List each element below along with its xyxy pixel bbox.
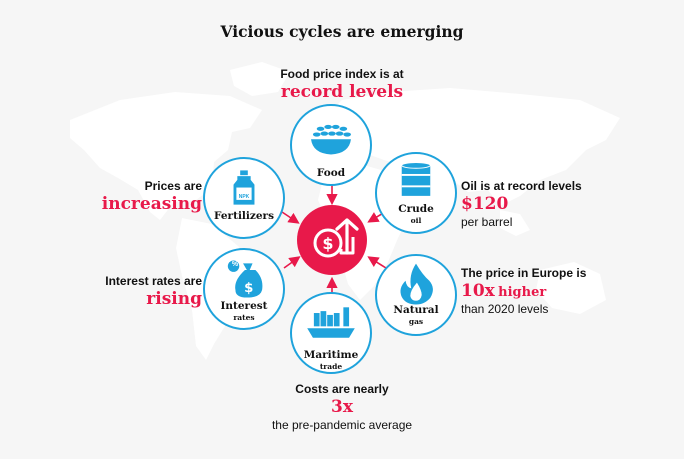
fertilizer-bottle-icon (233, 170, 255, 205)
callout-gas-sub: than 2020 levels (461, 302, 549, 316)
node-interest-name: Interest (220, 300, 268, 312)
page-title: Vicious cycles are emerging (220, 22, 464, 41)
node-interest-sub: rates (233, 313, 255, 322)
callout-oil: Oil is at record levels $120 per barrel (461, 179, 661, 230)
node-gas-sub: gas (408, 317, 424, 326)
node-crude-name: Crude (398, 203, 434, 215)
callout-gas-label: The price in Europe is (461, 266, 587, 280)
arrow-gas (367, 256, 387, 269)
callout-gas-highlight: 10x (461, 281, 495, 301)
node-trade-sub: trade (319, 362, 343, 371)
svg-text:$: $ (244, 281, 253, 296)
node-gas-name: Natural (393, 304, 439, 316)
callout-oil-sub: per barrel (461, 215, 513, 229)
node-food-name: Food (316, 167, 346, 179)
dollar-up-arrow-icon: $ (313, 218, 359, 258)
callout-interest-highlight: rising (146, 289, 202, 309)
callout-gas-highlight-small: higher (498, 285, 547, 300)
callout-oil-highlight: $120 (461, 194, 509, 214)
callout-prices-label: Prices are (144, 179, 202, 193)
callout-trade-label: Costs are nearly (295, 382, 389, 396)
callout-food-highlight: record levels (280, 82, 404, 102)
node-trade: Maritime trade (290, 292, 372, 374)
oil-barrel-icon (401, 162, 431, 196)
callout-food-label: Food price index is at (280, 67, 404, 81)
node-gas: Natural gas (375, 254, 457, 336)
callout-prices-highlight: increasing (101, 194, 202, 214)
center-cycle: $ (297, 205, 367, 275)
callout-trade: Costs are nearly 3x the pre-pandemic ave… (192, 382, 492, 433)
node-food: Food (290, 104, 372, 186)
cargo-ship-icon (307, 307, 355, 338)
fertilizer-tag: NPK (238, 194, 250, 200)
money-bag-icon: $ (227, 260, 263, 298)
arrow-fertilizers (281, 211, 300, 224)
svg-text:$: $ (322, 234, 333, 253)
callout-food: Food price index is at record levels (192, 67, 492, 103)
node-fertilizers-name: Fertilizers (214, 210, 274, 222)
callout-prices: Prices are increasing (60, 179, 202, 215)
flame-icon (400, 263, 433, 305)
arrow-interest (283, 256, 301, 269)
node-trade-name: Maritime (303, 349, 359, 361)
node-fertilizers: NPK Fertilizers (203, 157, 285, 239)
callout-oil-label: Oil is at record levels (461, 179, 582, 193)
callout-gas: The price in Europe is 10x higher than 2… (461, 266, 661, 317)
callout-interest-label: Interest rates are (105, 274, 202, 288)
interest-tag: % (231, 261, 239, 268)
callout-interest: Interest rates are rising (60, 274, 202, 310)
callout-trade-sub: the pre-pandemic average (271, 418, 413, 432)
node-crude-sub: oil (410, 216, 422, 225)
grain-bowl-icon (311, 124, 351, 155)
callout-trade-highlight: 3x (331, 397, 353, 417)
node-interest: $ % Interest rates (203, 248, 285, 330)
node-crude: Crude oil (375, 152, 457, 234)
